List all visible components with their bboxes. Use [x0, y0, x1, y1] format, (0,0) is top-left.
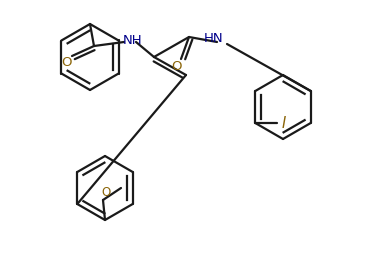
Text: I: I — [282, 116, 286, 130]
Text: O: O — [172, 61, 182, 74]
Text: HN: HN — [204, 32, 224, 44]
Text: O: O — [62, 56, 72, 69]
Text: O: O — [101, 186, 111, 199]
Text: NH: NH — [123, 33, 143, 46]
